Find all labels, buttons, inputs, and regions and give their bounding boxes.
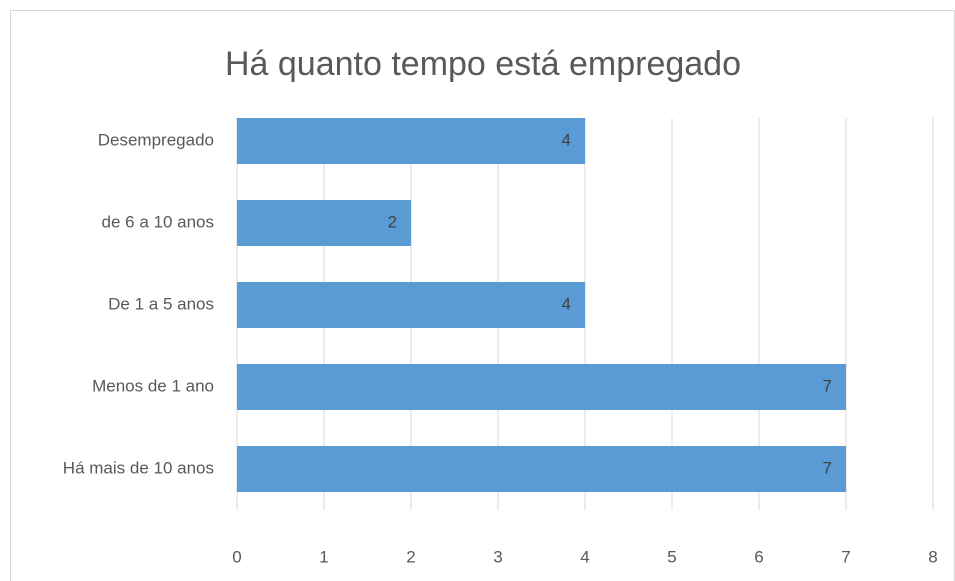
bar (237, 118, 585, 164)
x-tick-label: 2 (406, 547, 415, 566)
y-tick-label: de 6 a 10 anos (102, 212, 214, 231)
data-label: 2 (388, 212, 397, 231)
y-tick-label: Há mais de 10 anos (63, 458, 214, 477)
bar (237, 446, 846, 492)
y-tick-label: De 1 a 5 anos (108, 294, 214, 313)
x-tick-label: 7 (841, 547, 850, 566)
bar (237, 364, 846, 410)
x-tick-label: 8 (928, 547, 937, 566)
y-tick-label: Desempregado (98, 130, 214, 149)
data-label: 7 (823, 376, 832, 395)
x-tick-label: 6 (754, 547, 763, 566)
x-tick-label: 4 (580, 547, 589, 566)
data-label: 4 (562, 130, 571, 149)
x-tick-label: 1 (319, 547, 328, 566)
bar (237, 200, 411, 246)
x-tick-label: 5 (667, 547, 676, 566)
data-label: 4 (562, 294, 571, 313)
data-label: 7 (823, 458, 832, 477)
x-tick-label: 3 (493, 547, 502, 566)
bar (237, 282, 585, 328)
x-tick-label: 0 (232, 547, 241, 566)
y-tick-label: Menos de 1 ano (92, 376, 214, 395)
chart-title: Há quanto tempo está empregado (225, 45, 741, 83)
